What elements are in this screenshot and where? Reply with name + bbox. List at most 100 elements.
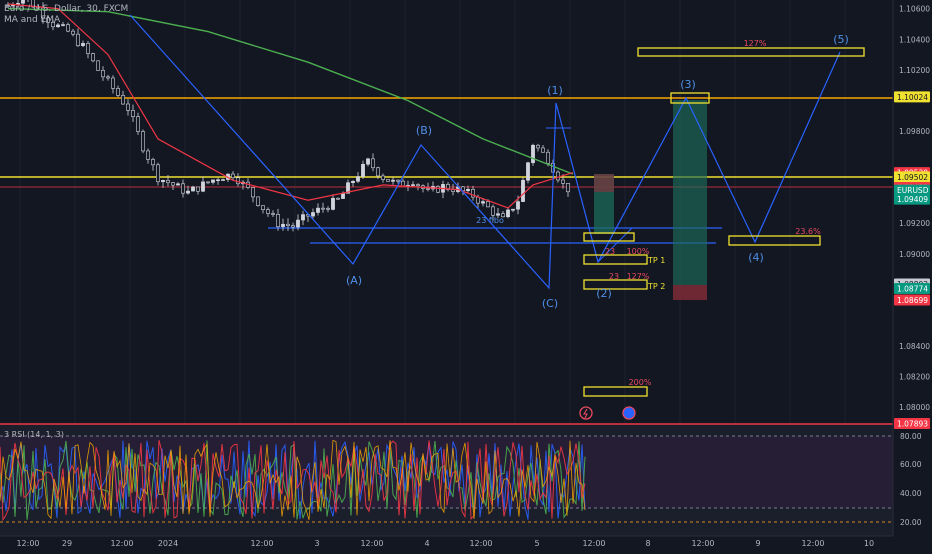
price-tag-label: 1.10024 — [897, 93, 928, 102]
candle-body — [51, 22, 55, 28]
time-tick-label: 10 — [864, 539, 874, 548]
target-box-200[interactable] — [583, 386, 648, 397]
symbol-title: Euro / U.S. Dollar, 30, FXCM — [4, 4, 129, 14]
candle-body — [561, 179, 565, 184]
candle-body — [41, 7, 45, 19]
price-tag-bg — [894, 91, 930, 103]
rsi-series-line — [0, 439, 586, 521]
candle-body — [416, 184, 420, 187]
candle-body — [501, 213, 505, 218]
candle-body — [206, 181, 210, 184]
candle-body — [351, 180, 355, 183]
price-tick-label: 1.08000 — [899, 403, 930, 412]
candle-body — [496, 213, 500, 216]
price-tag-bg — [894, 282, 930, 294]
price-tick-label: 1.09000 — [899, 250, 930, 259]
ma-green-line[interactable] — [7, 7, 574, 175]
candle-body — [526, 162, 530, 181]
price-tick-label: 1.10200 — [899, 66, 930, 75]
candle-body — [466, 189, 470, 192]
price-tags: 1.100241.095301.095021.094361.09433EURUS… — [894, 91, 930, 430]
tp1-box[interactable] — [583, 254, 648, 265]
price-tick-label: 1.08200 — [899, 372, 930, 381]
time-tick-label: 8 — [645, 539, 650, 548]
rsi-series-line — [0, 439, 586, 522]
price-tag-bg — [894, 184, 930, 196]
tp2-box[interactable] — [583, 279, 648, 290]
time-axis[interactable]: 12:00 29 12:00 2024 12:00 3 12:00 4 12:00 5 12:00 8… — [16, 539, 874, 548]
ema-red-line[interactable] — [7, 3, 574, 209]
price-tag: 1.10024 — [894, 91, 930, 103]
candle-body — [251, 187, 255, 198]
time-tick-label: 12:00 — [360, 539, 383, 548]
price-tick-label: 1.08400 — [899, 342, 930, 351]
price-tag-label: 1.08774 — [897, 284, 928, 293]
candle-body — [316, 207, 320, 213]
target-box-wave4[interactable] — [728, 235, 821, 246]
rsi-tick-label: 40.00 — [900, 489, 922, 498]
candle-body — [191, 186, 195, 192]
candle-body — [66, 24, 70, 32]
candle-body — [216, 179, 220, 181]
candle-body — [411, 184, 415, 186]
candle-body — [356, 176, 360, 182]
candle-body — [171, 182, 175, 186]
time-tick-label: 12:00 — [250, 539, 273, 548]
lightning-glyph-icon — [583, 408, 588, 419]
fib-200-label: 200% — [629, 378, 652, 387]
candle-body — [196, 186, 200, 192]
candle-body — [386, 179, 390, 182]
long-position-box2-stop[interactable] — [673, 285, 707, 300]
price-tag: 1.09409 — [894, 193, 930, 205]
price-tag-bg — [894, 193, 930, 205]
candle-body — [161, 180, 165, 183]
target-box-127[interactable] — [637, 47, 865, 57]
candle-body — [111, 77, 115, 89]
time-tick-label: 12:00 — [582, 539, 605, 548]
candle-body — [556, 171, 560, 181]
flag-event-icon[interactable] — [622, 406, 636, 420]
candle-body — [181, 183, 185, 194]
price-tick-label: 1.09800 — [899, 127, 930, 136]
target-box-wave3[interactable] — [670, 92, 710, 104]
candle-body — [381, 175, 385, 180]
candle-body — [86, 43, 90, 54]
wave-label-2: (2) — [596, 287, 612, 300]
entry-box[interactable] — [583, 232, 635, 242]
candle-body — [336, 197, 340, 200]
corrective-wave-zigzag[interactable] — [129, 14, 841, 290]
candle-body — [476, 196, 480, 204]
price-axis[interactable]: 1.10600 1.10400 1.10200 1.09800 1.09200 1.090… — [899, 5, 930, 413]
candle-body — [536, 144, 540, 149]
fib-100-label: 100% — [627, 247, 650, 256]
lightning-event-icon[interactable] — [579, 406, 593, 420]
candle-body — [321, 207, 325, 210]
rsi-tick-label: 20.00 — [900, 518, 922, 527]
price-tag-bg — [894, 418, 930, 430]
time-tick-label: 9 — [755, 539, 760, 548]
price-tag-label: 1.08699 — [897, 296, 928, 305]
chart-legend: Euro / U.S. Dollar, 30, FXCM MA and EMA — [4, 4, 128, 26]
candle-body — [286, 223, 290, 226]
candle-body — [331, 197, 335, 210]
candle-body — [346, 182, 350, 194]
candle-body — [266, 209, 270, 214]
candle-body — [211, 179, 215, 183]
long-position-stop[interactable] — [594, 174, 614, 192]
candle-body — [391, 179, 395, 182]
candle-body — [81, 43, 85, 46]
long-position-box2[interactable] — [673, 100, 707, 285]
candle-body — [261, 205, 265, 210]
candle-body — [46, 17, 50, 23]
candle-body — [76, 33, 80, 46]
fib-236-label: 23.6% — [795, 227, 821, 236]
wave-label-A: (A) — [346, 274, 362, 287]
wave-label-5: (5) — [833, 33, 849, 46]
candle-body — [371, 158, 375, 169]
candle-body — [521, 179, 525, 202]
candle-body — [301, 214, 305, 221]
candle-body — [136, 116, 140, 132]
time-tick-label: 29 — [62, 539, 72, 548]
